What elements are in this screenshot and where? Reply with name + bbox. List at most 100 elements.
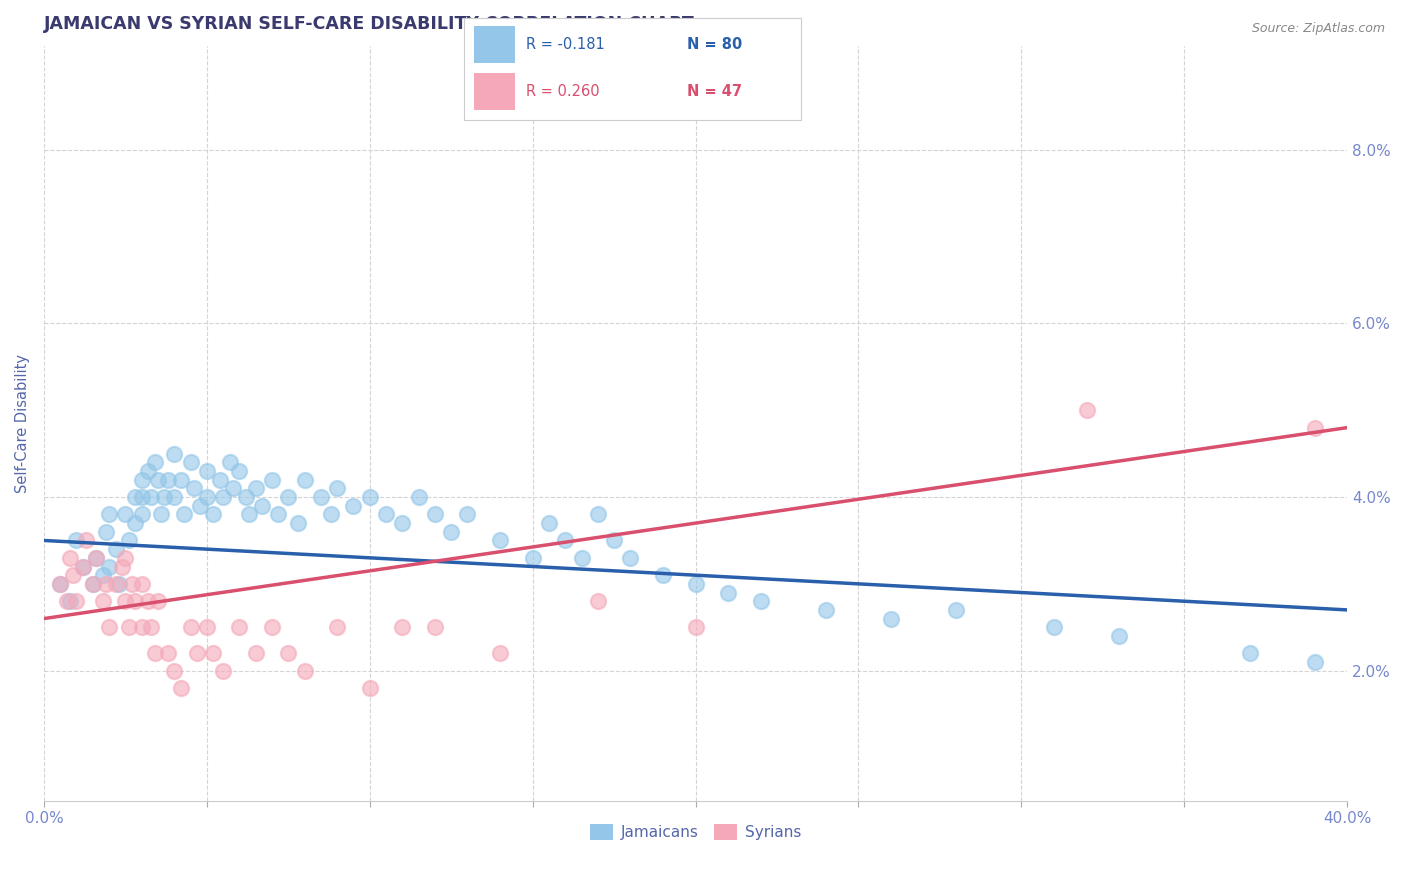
Point <box>391 620 413 634</box>
Point <box>180 620 202 634</box>
Point <box>202 646 225 660</box>
Point <box>586 594 609 608</box>
Point <box>238 508 260 522</box>
Point <box>277 490 299 504</box>
Point <box>212 664 235 678</box>
Point <box>156 473 179 487</box>
Point <box>260 473 283 487</box>
Point <box>82 577 104 591</box>
Point <box>143 646 166 660</box>
Point <box>287 516 309 530</box>
Point <box>72 559 94 574</box>
Point <box>359 681 381 695</box>
Point <box>1076 403 1098 417</box>
Point <box>136 464 159 478</box>
Point <box>156 646 179 660</box>
Point <box>571 550 593 565</box>
Point <box>202 508 225 522</box>
Legend: Jamaicans, Syrians: Jamaicans, Syrians <box>583 818 807 847</box>
Point <box>522 550 544 565</box>
Point <box>195 620 218 634</box>
Point <box>326 620 349 634</box>
Point <box>163 664 186 678</box>
Point <box>359 490 381 504</box>
Point <box>423 620 446 634</box>
Point <box>208 473 231 487</box>
Point <box>94 524 117 539</box>
Point <box>554 533 576 548</box>
Point <box>94 577 117 591</box>
Point <box>186 646 208 660</box>
Text: N = 47: N = 47 <box>686 84 742 99</box>
Point <box>1108 629 1130 643</box>
Point <box>245 646 267 660</box>
Point <box>267 508 290 522</box>
Text: R = 0.260: R = 0.260 <box>526 84 600 99</box>
Point <box>228 620 250 634</box>
Point <box>218 455 240 469</box>
Point <box>82 577 104 591</box>
Point <box>65 533 87 548</box>
Point <box>814 603 837 617</box>
Point <box>117 620 139 634</box>
Point <box>245 482 267 496</box>
Point <box>131 577 153 591</box>
Point <box>319 508 342 522</box>
Point <box>1239 646 1261 660</box>
Point <box>537 516 560 530</box>
Y-axis label: Self-Care Disability: Self-Care Disability <box>15 354 30 492</box>
Point <box>124 594 146 608</box>
Point <box>423 508 446 522</box>
Point <box>749 594 772 608</box>
Point <box>619 550 641 565</box>
Point <box>260 620 283 634</box>
Point <box>456 508 478 522</box>
FancyBboxPatch shape <box>474 26 515 63</box>
Point <box>195 490 218 504</box>
Text: R = -0.181: R = -0.181 <box>526 37 605 52</box>
Point <box>114 550 136 565</box>
Point <box>131 620 153 634</box>
Point <box>124 516 146 530</box>
Point <box>250 499 273 513</box>
Point <box>180 455 202 469</box>
Point <box>163 490 186 504</box>
Point <box>153 490 176 504</box>
Point <box>212 490 235 504</box>
Point <box>62 568 84 582</box>
Point <box>717 585 740 599</box>
Point <box>84 550 107 565</box>
Point <box>84 550 107 565</box>
Point <box>104 542 127 557</box>
Point <box>391 516 413 530</box>
Point <box>652 568 675 582</box>
Point <box>489 533 512 548</box>
Point <box>98 559 121 574</box>
Point <box>150 508 173 522</box>
Text: Source: ZipAtlas.com: Source: ZipAtlas.com <box>1251 22 1385 36</box>
Point <box>111 559 134 574</box>
Point <box>59 550 82 565</box>
Point <box>170 473 193 487</box>
Point <box>98 508 121 522</box>
Point <box>141 490 163 504</box>
Point <box>91 594 114 608</box>
Point <box>131 473 153 487</box>
Point <box>1303 655 1326 669</box>
Point <box>603 533 626 548</box>
Point <box>170 681 193 695</box>
Point <box>163 447 186 461</box>
Point <box>183 482 205 496</box>
Point <box>104 577 127 591</box>
Point <box>114 508 136 522</box>
Point <box>195 464 218 478</box>
Point <box>65 594 87 608</box>
Point <box>440 524 463 539</box>
Point <box>75 533 97 548</box>
Point <box>1303 420 1326 434</box>
Point <box>173 508 195 522</box>
Point <box>72 559 94 574</box>
Point <box>375 508 398 522</box>
Point <box>124 490 146 504</box>
FancyBboxPatch shape <box>474 73 515 110</box>
